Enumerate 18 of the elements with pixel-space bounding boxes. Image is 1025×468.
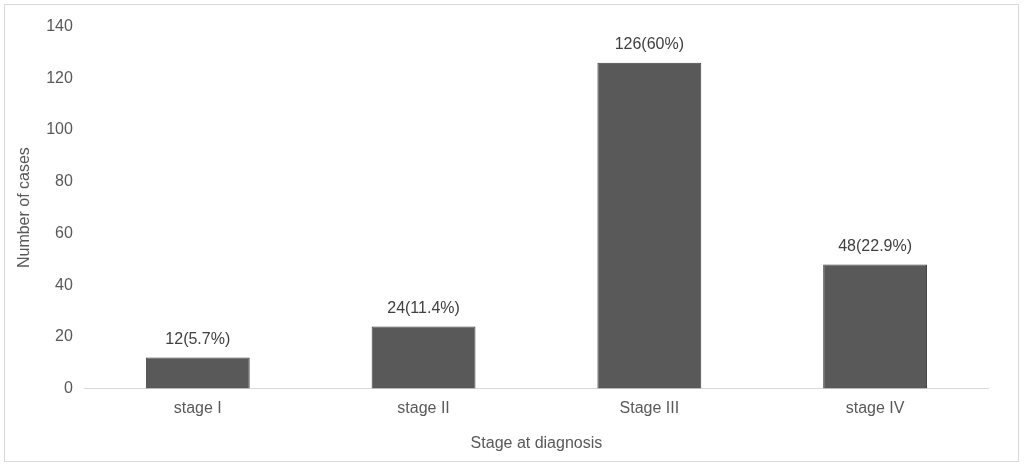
- y-tick-label: 60: [55, 223, 73, 241]
- data-label: 48(22.9%): [838, 236, 913, 254]
- x-tick-label: stage IV: [845, 398, 905, 416]
- data-label: 12(5.7%): [165, 329, 231, 347]
- data-label: 126(60%): [614, 35, 685, 53]
- x-tick-label: Stage III: [619, 398, 680, 416]
- x-axis-title: Stage at diagnosis: [470, 433, 603, 451]
- y-tick-label: 140: [46, 17, 73, 35]
- y-axis-title: Number of cases: [15, 147, 33, 269]
- x-tick-label: stage II: [397, 398, 450, 416]
- data-label: 24(11.4%): [387, 298, 460, 316]
- y-tick-label: 80: [55, 172, 73, 190]
- y-tick-label: 20: [55, 327, 73, 345]
- y-tick-label: 40: [55, 275, 73, 293]
- y-tick-label: 120: [46, 68, 73, 86]
- y-tick-label: 0: [63, 379, 73, 397]
- x-tick-label: stage I: [173, 398, 222, 416]
- y-tick-label: 100: [46, 120, 73, 138]
